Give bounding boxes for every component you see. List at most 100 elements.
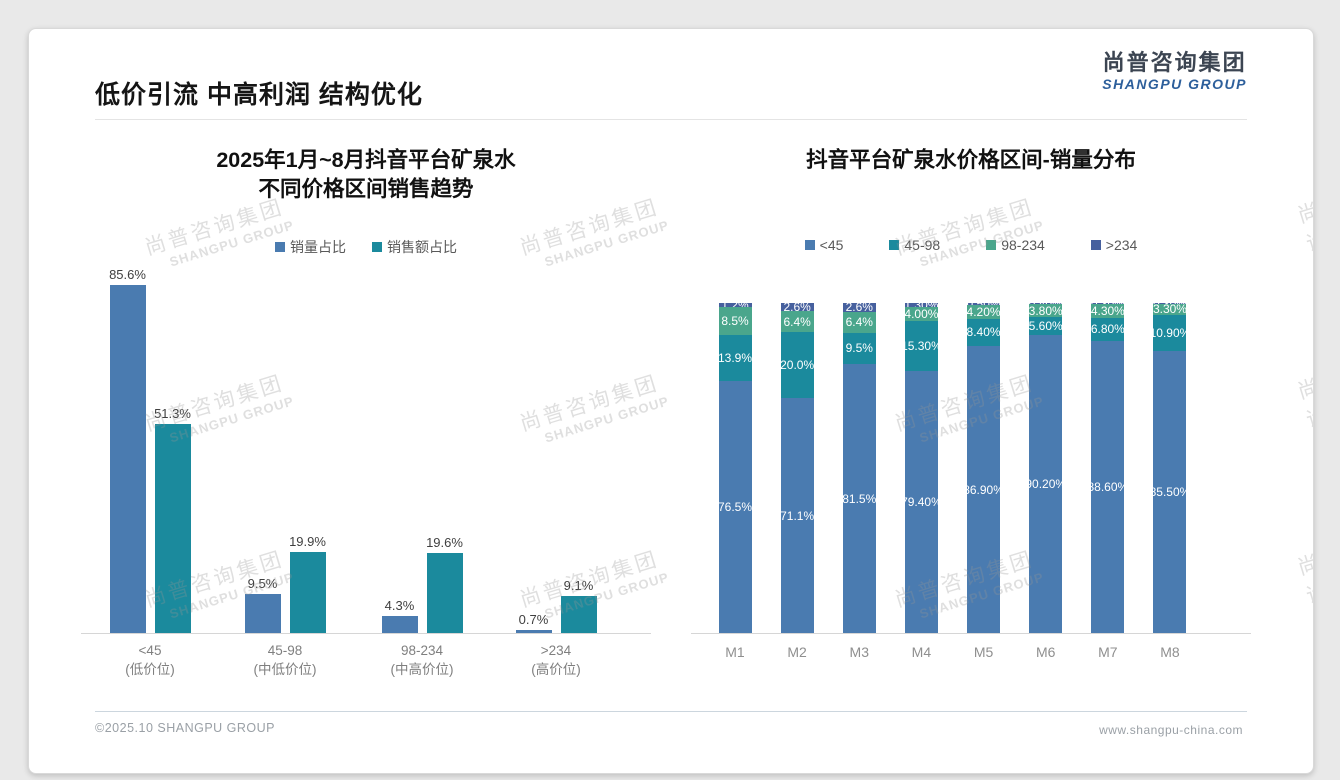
segment-value-label: 85.50% [1149, 484, 1191, 499]
stacked-bar: 81.5% 9.5% 6.4% 2.6% [842, 300, 877, 633]
legend-item-label: 销售额占比 [387, 239, 457, 255]
stacked-bar: 85.50%10.90%3.30%0.30% [1150, 298, 1190, 633]
company-logo: 尚普咨询集团 SHANGPU GROUP [1102, 50, 1247, 93]
stacked-bar: 90.20%5.60%3.80%0.40% [1025, 298, 1066, 633]
logo-english-text: SHANGPU GROUP [1102, 76, 1247, 93]
stacked-segment: 88.60% [1087, 340, 1128, 633]
stacked-segment: 2.6% [780, 299, 814, 314]
stacked-bar: 86.90%8.40%4.20%0.50% [963, 298, 1004, 633]
legend-swatch-icon [804, 240, 815, 250]
legend-item-label: <45 [819, 237, 844, 253]
chart1-title: 2025年1月~8月抖音平台矿泉水 不同价格区间销售趋势 [81, 141, 651, 204]
footer-website: www.shangpu-china.com [1099, 723, 1243, 737]
footer-divider [95, 711, 1247, 712]
category-label: 45-98 (中低价位) [218, 641, 352, 679]
stacked-segment: 8.5% [718, 306, 752, 335]
stacked-segment: 3.80% [1029, 304, 1063, 317]
bar-value-label: 4.3% [384, 597, 415, 613]
segment-value-label: 2.6% [783, 299, 811, 314]
bar-销量占比 [109, 284, 146, 633]
segment-value-label: 76.5% [717, 499, 753, 514]
bar-销量占比 [244, 594, 281, 633]
segment-value-label: 88.60% [1087, 479, 1129, 494]
category-label-tier: (低价位) [125, 662, 175, 677]
bar-with-label: 9.1% [560, 578, 597, 633]
chart2-legend: <45 45-98 98-234 >234 [691, 237, 1251, 253]
stacked-segment: 76.5% [717, 380, 753, 633]
bar-with-label: 85.6% [109, 266, 146, 633]
chart2-x-axis [691, 633, 1251, 634]
bar-销量占比 [515, 630, 552, 633]
bar-value-label: 0.7% [518, 612, 549, 628]
stacked-segment: 4.20% [966, 304, 1001, 319]
stacked-segment: 81.5% [842, 364, 877, 633]
segment-value-label: 71.1% [780, 508, 815, 523]
segment-value-label: 5.60% [1028, 319, 1063, 334]
stacked-bar: 76.5% 13.9% 8.5% 1.2% [717, 299, 753, 633]
bar-value-label: 19.6% [426, 535, 463, 551]
stacked-segment: 5.60% [1028, 316, 1063, 336]
bar-group: 4.3% 19.6% [381, 260, 463, 633]
category-label: M3 [849, 644, 869, 660]
chart-price-range-volume-distribution: 抖音平台矿泉水价格区间-销量分布 <45 45-98 98-234 >234 76.5… [691, 141, 1251, 711]
bar-group: 9.5% 19.9% [244, 260, 326, 633]
segment-value-label: 6.4% [845, 315, 873, 330]
chart-price-range-sales-trend: 2025年1月~8月抖音平台矿泉水 不同价格区间销售趋势 销量占比 销售额占比 8… [81, 141, 651, 711]
watermark-chinese: 尚普咨询集团 [1295, 184, 1314, 257]
bar-销售额占比 [154, 424, 191, 633]
bar-销售额占比 [289, 552, 326, 633]
stacked-bar: 79.40% 15.30% 4.00% 1.30% [901, 299, 942, 633]
segment-value-label: 3.30% [1152, 302, 1187, 317]
bar-value-label: 9.1% [563, 578, 594, 593]
segment-value-label: 81.5% [842, 491, 877, 506]
category-label: M8 [1160, 644, 1180, 660]
segment-value-label: 4.20% [966, 304, 1001, 319]
category-label: <45 (低价位) [83, 641, 217, 679]
legend-item-label: 98-234 [1001, 237, 1045, 253]
bar-销售额占比 [426, 553, 463, 633]
bar-value-label: 85.6% [109, 266, 146, 282]
header-divider [95, 119, 1247, 120]
segment-value-label: 90.20% [1025, 477, 1067, 492]
bar-value-label: 9.5% [247, 576, 278, 592]
category-label: M1 [725, 644, 745, 660]
legend-item: 98-234 [986, 237, 1045, 253]
segment-value-label: 13.9% [717, 350, 753, 365]
legend-item: 45-98 [889, 237, 940, 253]
category-label-tier: (中高价位) [390, 662, 454, 677]
category-label: >234 (高价位) [489, 641, 623, 679]
category-label: M4 [911, 644, 932, 660]
legend-item-label: >234 [1105, 237, 1138, 253]
bar-value-label: 19.9% [289, 534, 326, 550]
segment-value-label: 4.30% [1090, 304, 1125, 319]
legend-swatch-icon [986, 240, 997, 250]
segment-value-label: 8.5% [721, 313, 749, 328]
category-label: M2 [787, 644, 807, 660]
category-label: M6 [1035, 644, 1056, 660]
segment-value-label: 8.40% [966, 325, 1001, 340]
stacked-segment: 71.1% [780, 398, 815, 633]
legend-swatch-icon [372, 242, 382, 252]
legend-swatch-icon [275, 242, 285, 252]
legend-item-label: 销量占比 [290, 239, 346, 255]
legend-item-label: 45-98 [904, 237, 941, 253]
category-label-range: >234 [540, 643, 572, 658]
bar-group: 0.7% 9.1% [515, 260, 597, 633]
bar-group: 85.6% 51.3% [109, 260, 191, 633]
legend-item: 销量占比 [275, 237, 346, 257]
legend-item: >234 [1090, 237, 1138, 253]
chart1-plot-area: 85.6% 51.3% 9.5% 19.9% 4.3% 19.6% 0.7% 9.1% [81, 261, 651, 634]
chart1-legend: 销量占比 销售额占比 [81, 237, 651, 257]
segment-value-label: 10.90% [1149, 325, 1191, 340]
segment-value-label: 6.4% [783, 314, 811, 329]
stacked-segment: 10.90% [1150, 314, 1190, 351]
stacked-segment: 9.5% [842, 332, 876, 365]
logo-chinese-text: 尚普咨询集团 [1102, 50, 1247, 75]
stacked-segment: 85.50% [1150, 350, 1190, 633]
bar-with-label: 19.6% [426, 535, 463, 633]
segment-value-label: 2.6% [845, 300, 873, 315]
bar-with-label: 19.9% [289, 534, 326, 633]
